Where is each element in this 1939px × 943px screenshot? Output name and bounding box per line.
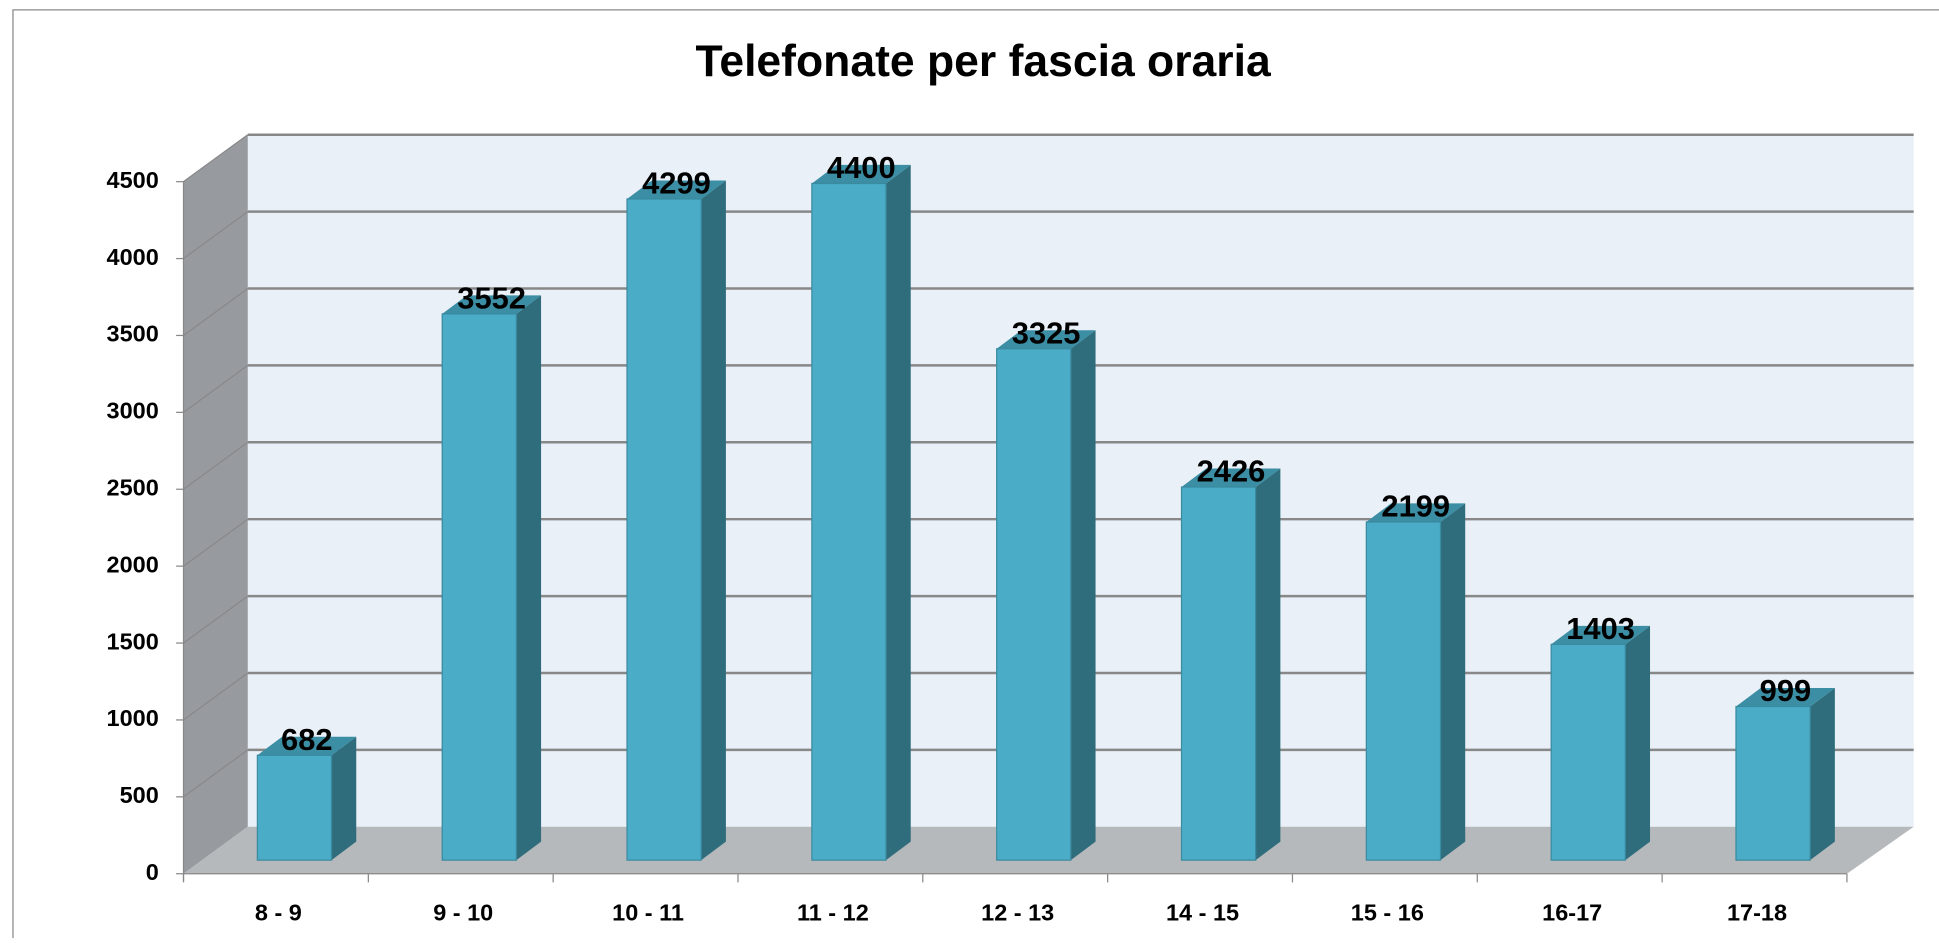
y-tick-label: 2500 xyxy=(107,474,159,500)
x-tick-label: 10 - 11 xyxy=(612,900,684,926)
bar xyxy=(1365,521,1442,861)
bar-side xyxy=(1810,687,1835,861)
y-tick-label: 4000 xyxy=(107,244,159,270)
value-label: 2199 xyxy=(1381,489,1450,524)
bar-side xyxy=(1255,468,1281,861)
side-wall xyxy=(183,134,248,874)
bar-top xyxy=(1366,503,1466,522)
y-tick-label: 1000 xyxy=(107,705,159,731)
bar xyxy=(1735,705,1811,861)
x-tick-label: 12 - 13 xyxy=(981,900,1054,926)
bar xyxy=(996,348,1072,861)
bar-top xyxy=(1551,625,1651,645)
grid-line-side xyxy=(183,518,249,567)
x-tick-label: 15 - 16 xyxy=(1351,900,1424,926)
bar xyxy=(441,313,517,861)
bar-top xyxy=(257,736,357,756)
x-tick-label: 8 - 9 xyxy=(255,900,302,926)
y-tick-label: 2000 xyxy=(107,551,159,577)
bar-top xyxy=(1735,687,1835,707)
bar-side xyxy=(886,164,911,861)
bar-top xyxy=(811,164,911,184)
x-tick-label: 16-17 xyxy=(1542,900,1602,926)
y-tick-label: 500 xyxy=(120,782,159,808)
bar-side xyxy=(1070,330,1096,861)
bar-side xyxy=(516,295,542,861)
x-tick-label: 14 - 15 xyxy=(1166,900,1239,926)
y-tick-label: 0 xyxy=(146,859,159,885)
value-label: 1403 xyxy=(1566,611,1635,646)
bar-top xyxy=(627,180,726,199)
bar-side xyxy=(1625,625,1651,861)
chart-title: Telefonate per fascia oraria xyxy=(695,37,1271,86)
bar-top xyxy=(1181,468,1281,488)
y-tick-label: 3000 xyxy=(107,398,159,424)
bar xyxy=(1180,486,1257,861)
grid-line-side xyxy=(183,441,249,490)
grid-line-side xyxy=(183,134,249,183)
bar-top xyxy=(996,330,1096,349)
value-label: 2426 xyxy=(1197,454,1266,489)
grid-line-side xyxy=(183,749,249,798)
bar-side xyxy=(1440,503,1466,861)
bar-side xyxy=(331,736,357,861)
y-tick-label: 1500 xyxy=(107,628,159,654)
grid-line-side xyxy=(183,672,249,721)
bar xyxy=(626,198,702,861)
x-tick-label: 17-18 xyxy=(1727,900,1787,926)
value-label: 4299 xyxy=(642,166,711,201)
bar-side xyxy=(701,180,726,861)
grid-line-side xyxy=(183,364,249,413)
value-label: 3552 xyxy=(457,280,526,315)
x-tick-label: 9 - 10 xyxy=(433,900,493,926)
bar-top xyxy=(442,295,542,314)
bar xyxy=(256,754,333,861)
grid-line-side xyxy=(183,288,249,336)
x-tick-label: 11 - 12 xyxy=(797,900,869,926)
value-label: 682 xyxy=(281,722,333,757)
value-label: 3325 xyxy=(1012,315,1081,350)
bar xyxy=(811,182,887,861)
value-label: 999 xyxy=(1760,673,1812,708)
grid-line-side xyxy=(183,211,249,260)
grid-line-side xyxy=(183,595,249,644)
y-tick-label: 3500 xyxy=(107,321,159,347)
y-tick-label: 4500 xyxy=(107,167,159,193)
bar xyxy=(1550,643,1626,861)
value-label: 4400 xyxy=(827,150,896,185)
